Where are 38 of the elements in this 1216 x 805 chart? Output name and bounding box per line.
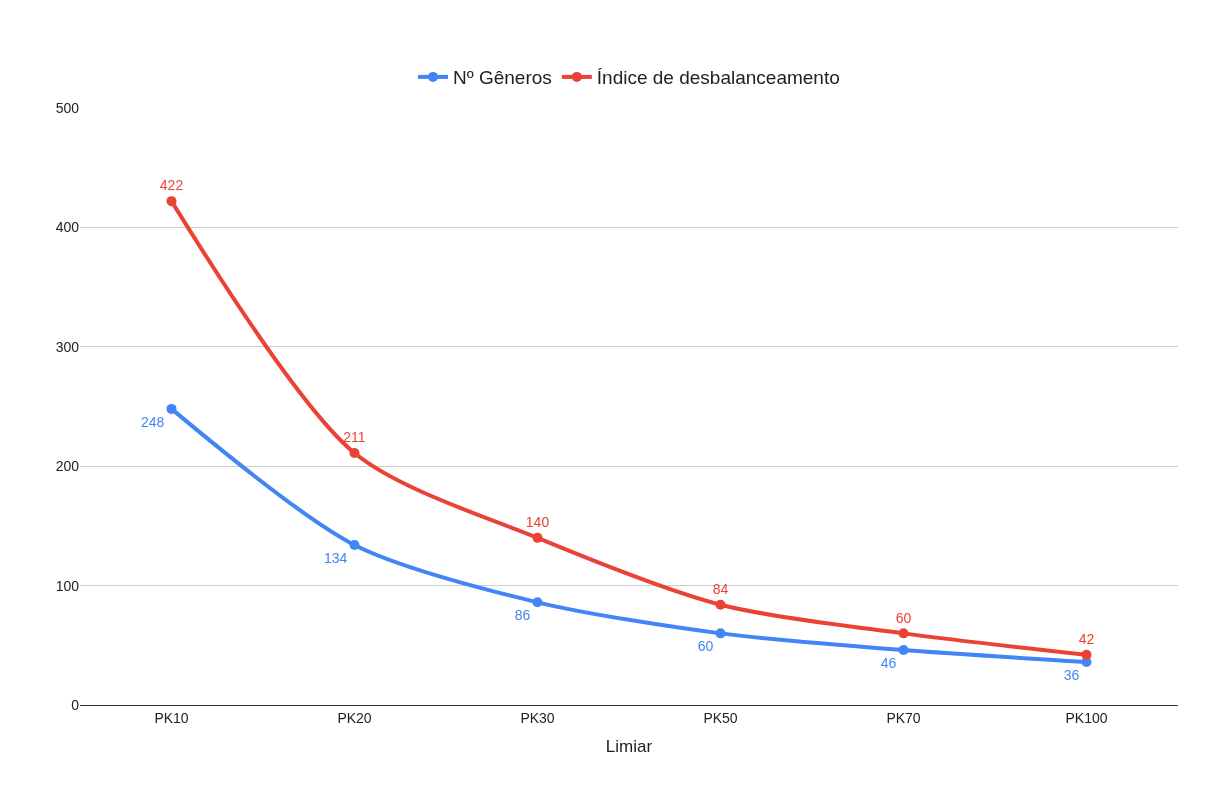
point bbox=[532, 532, 543, 543]
point bbox=[715, 599, 726, 610]
point bbox=[532, 597, 543, 608]
point bbox=[349, 448, 360, 459]
y-tick-label: 100 bbox=[55, 577, 80, 594]
data-label: 86 bbox=[514, 607, 531, 624]
y-tick-label: 300 bbox=[55, 338, 80, 355]
point bbox=[715, 628, 726, 639]
data-label: 140 bbox=[525, 514, 550, 531]
y-tick-label: 400 bbox=[55, 219, 80, 236]
x-tick-label: PK100 bbox=[1065, 709, 1108, 726]
data-label: 211 bbox=[343, 429, 366, 446]
point bbox=[349, 540, 360, 550]
y-tick-label: 0 bbox=[71, 696, 80, 713]
point bbox=[898, 645, 909, 656]
legend-label: Índice de desbalanceamento bbox=[596, 67, 840, 89]
x-tick-label: PK10 bbox=[154, 709, 189, 726]
data-label: 422 bbox=[159, 177, 184, 194]
data-label: 134 bbox=[323, 549, 348, 566]
x-axis-title: Limiar bbox=[605, 737, 653, 757]
data-label: 248 bbox=[140, 413, 165, 430]
x-tick-label: PK50 bbox=[703, 709, 738, 726]
x-tick-label: PK20 bbox=[337, 709, 372, 726]
point bbox=[898, 628, 909, 639]
y-tick-label: 200 bbox=[55, 458, 80, 475]
data-label: 46 bbox=[880, 654, 897, 671]
data-label: 84 bbox=[712, 580, 729, 597]
x-tick-label: PK30 bbox=[520, 709, 555, 726]
point bbox=[1081, 649, 1092, 660]
data-label: 60 bbox=[697, 638, 714, 655]
data-label: 42 bbox=[1078, 631, 1095, 648]
y-tick-label: 500 bbox=[55, 99, 80, 116]
point bbox=[166, 196, 177, 207]
point bbox=[166, 403, 177, 414]
legend-label: Nº Gêneros bbox=[453, 67, 552, 89]
data-label: 60 bbox=[895, 609, 912, 626]
x-tick-label: PK70 bbox=[886, 709, 921, 726]
data-label: 36 bbox=[1063, 666, 1080, 683]
